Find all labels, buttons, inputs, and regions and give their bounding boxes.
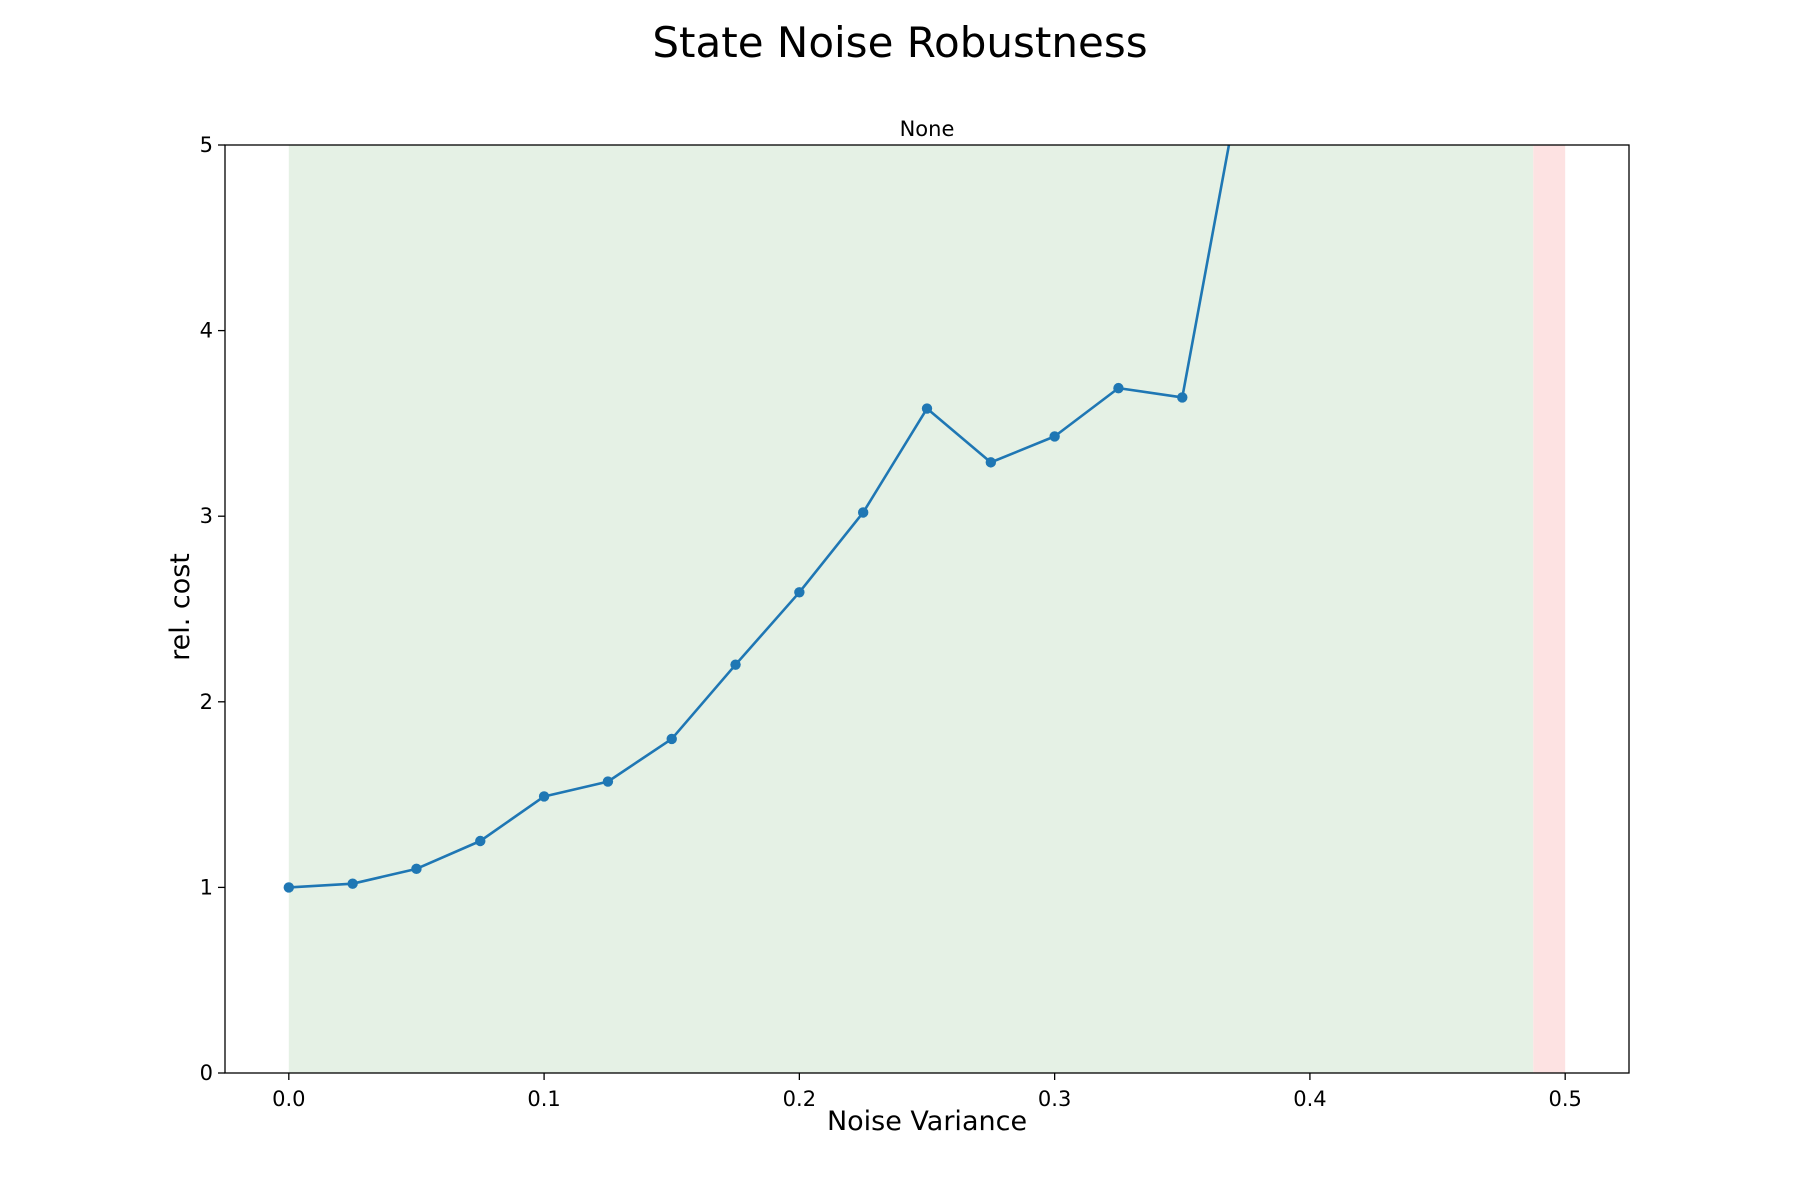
data-point	[1113, 382, 1124, 394]
data-point	[857, 507, 869, 518]
data-point	[411, 863, 422, 875]
y-axis-label: rel. cost	[165, 553, 196, 661]
y-tick-label: 5	[200, 133, 213, 157]
plot-area: 0.0 0.1 0.2 0.3 0.4 0.5 0 1 2 3 4 5	[200, 133, 1630, 1111]
x-tick-label: 0.1	[527, 1087, 560, 1111]
axes-frame	[224, 144, 1630, 1074]
y-tick-label: 1	[200, 875, 213, 899]
data-point	[602, 776, 614, 787]
y-tick-label: 0	[200, 1061, 213, 1085]
data-point	[1177, 392, 1188, 403]
data-point	[283, 882, 295, 893]
figure-title: State Noise Robustness	[652, 18, 1147, 67]
data-point	[794, 587, 805, 598]
y-tick-label: 2	[200, 690, 213, 714]
y-tick-label: 3	[200, 504, 213, 528]
series-line-0	[288, 145, 1231, 889]
data-point	[921, 403, 933, 414]
x-tick-label: 0.3	[1038, 1087, 1071, 1111]
x-tick-label: 0.5	[1548, 1087, 1581, 1111]
data-point	[538, 791, 550, 802]
x-tick-label: 0.2	[783, 1087, 816, 1111]
data-point	[666, 733, 677, 745]
data-point	[475, 835, 486, 847]
data-point	[347, 878, 358, 889]
y-tick-label: 4	[200, 319, 213, 343]
data-point	[985, 457, 997, 468]
x-tick-label: 0.4	[1293, 1087, 1326, 1111]
shaded-region-1	[1533, 145, 1566, 1073]
data-point	[1049, 431, 1060, 442]
axes-title: None	[900, 117, 955, 141]
x-tick-label: 0.0	[272, 1087, 305, 1111]
x-axis-label: Noise Variance	[827, 1106, 1027, 1137]
shaded-region-0	[288, 145, 1534, 1073]
data-point	[730, 659, 741, 670]
